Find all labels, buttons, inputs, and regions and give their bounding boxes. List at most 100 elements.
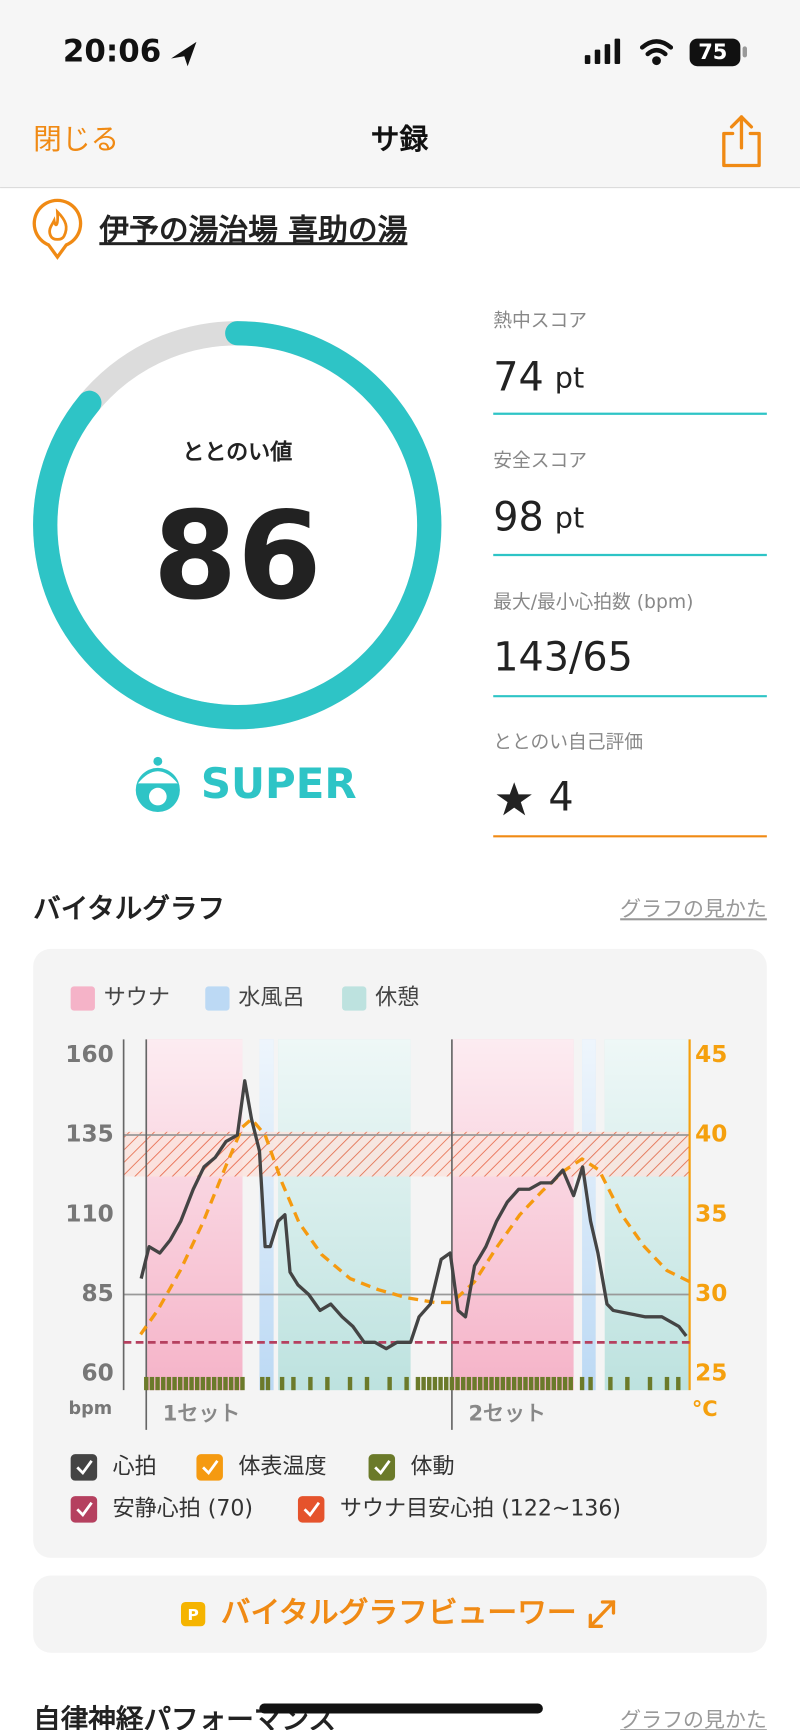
activity-tick (415, 1376, 421, 1391)
battery-level: 75 (698, 40, 727, 64)
legend-checkbox (297, 1496, 325, 1523)
activity-tick (206, 1376, 211, 1391)
legend-check (374, 1459, 391, 1476)
stat-value: 4 (548, 774, 573, 820)
activity-tick (432, 1376, 438, 1391)
help-link[interactable]: グラフの見かた (620, 1708, 767, 1730)
zone-fade (259, 1039, 274, 1391)
y-tick-label: 110 (65, 1201, 113, 1227)
close-button[interactable]: 閉じる (33, 122, 119, 156)
y-tick-label: 160 (65, 1042, 113, 1068)
facility-name[interactable]: 伊予の湯治場 喜助の湯 (98, 213, 407, 248)
activity-tick (234, 1376, 240, 1391)
y-tick-label: 60 (81, 1361, 113, 1387)
activity-tick (166, 1376, 172, 1391)
battery (689, 38, 741, 67)
time: 20:06 (63, 33, 161, 69)
zone-swatch (70, 986, 95, 1011)
activity-tick (489, 1376, 494, 1391)
stat-number: 74 (493, 354, 544, 400)
activity-tick (421, 1376, 426, 1391)
viewer-button[interactable] (33, 1575, 767, 1653)
stat-value: 74 pt (493, 354, 584, 400)
activity-tick (308, 1376, 313, 1391)
activity-tick (579, 1376, 585, 1391)
activity-tick (500, 1376, 506, 1391)
badge-label: P (187, 1606, 198, 1624)
series-line (139, 1117, 691, 1336)
nav-title: サ録 (371, 122, 429, 156)
activity-tick (466, 1376, 472, 1391)
activity-tick (427, 1376, 432, 1391)
x-tick-label: 1セット (163, 1401, 240, 1425)
gauge-label: ととのい値 (182, 440, 292, 465)
zone-label: 水風呂 (238, 986, 304, 1011)
zone-swatch (205, 986, 230, 1011)
activity-tick (472, 1376, 477, 1391)
top-bar (0, 0, 800, 188)
activity-tick (523, 1376, 528, 1391)
location-icon (171, 41, 197, 67)
x-tick-label: 2セット (468, 1401, 545, 1425)
activity-tick (291, 1376, 296, 1391)
activity-tick (551, 1376, 556, 1391)
zone-swatch (342, 986, 367, 1011)
activity-tick (461, 1376, 466, 1391)
stat-label: ととのい自己評価 (493, 731, 643, 753)
activity-tick (494, 1376, 500, 1391)
wifi-icon (639, 39, 674, 66)
y2-tick-label: 25 (695, 1361, 727, 1387)
y-axis-label: bpm (68, 1399, 112, 1419)
activity-tick (517, 1376, 523, 1391)
activity-tick (444, 1376, 449, 1391)
home-indicator (259, 1703, 543, 1714)
legend-checkbox (70, 1454, 98, 1481)
activity-tick (178, 1376, 183, 1391)
activity-tick (161, 1376, 166, 1391)
legend-label: 体動 (410, 1454, 454, 1479)
activity-tick (200, 1376, 206, 1391)
stats: 熱中スコア 74 pt 安全スコア 98 pt 最大/最小心拍数 (bpm) 143… (493, 310, 767, 838)
activity-tick (228, 1376, 234, 1391)
activity-tick (189, 1376, 194, 1391)
activity-tick (562, 1376, 568, 1391)
legend-label: 体表温度 (238, 1454, 326, 1479)
star-icon (496, 782, 532, 816)
zone-fade (146, 1039, 243, 1391)
activity-tick (325, 1376, 330, 1391)
stat-label: 熱中スコア (493, 310, 587, 332)
activity-tick (211, 1376, 217, 1391)
activity-tick (149, 1376, 155, 1391)
zone-fade (451, 1039, 574, 1391)
stat-value: 143/65 (493, 634, 633, 680)
activity-tick (647, 1376, 653, 1391)
activity-tick (568, 1376, 573, 1391)
activity-tick (557, 1376, 562, 1391)
help-link[interactable]: グラフの見かた (620, 897, 767, 921)
activity-tick (265, 1376, 271, 1391)
activity-tick (217, 1376, 223, 1391)
activity-tick (477, 1376, 483, 1391)
activity-tick (194, 1376, 200, 1391)
activity-tick (506, 1376, 511, 1391)
y2-axis-label: °C (692, 1397, 718, 1421)
y2-tick-label: 40 (695, 1122, 727, 1148)
activity-tick (172, 1376, 177, 1391)
activity-tick (144, 1376, 149, 1391)
legend-checkbox (368, 1454, 396, 1481)
activity-tick (625, 1376, 630, 1391)
activity-tick (511, 1376, 517, 1391)
legend-checkbox (196, 1454, 223, 1481)
legend-check (76, 1459, 93, 1476)
legend-label: 安静心拍 (70) (113, 1496, 253, 1521)
activity-tick (404, 1376, 409, 1391)
activity-tick (183, 1376, 189, 1391)
share-button[interactable] (722, 115, 761, 168)
zone-label: サウナ (104, 986, 170, 1011)
section-title: バイタルグラフ (33, 892, 225, 925)
activity-tick (676, 1376, 681, 1391)
y2-tick-label: 35 (695, 1201, 727, 1227)
